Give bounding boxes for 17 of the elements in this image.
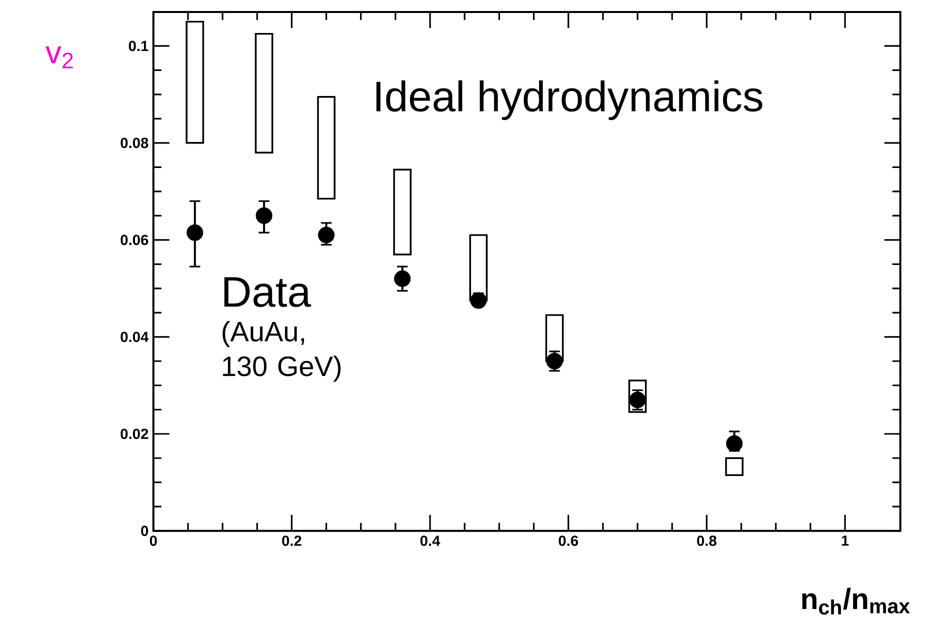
y-axis-title: v$_{2}$ (46, 46, 73, 68)
legend-label: Data (224, 277, 312, 307)
x-tick-label: 0.8 (697, 535, 716, 546)
annotation: (AuAu, 130 GeV) (222, 320, 341, 382)
x-tick-label: 1 (842, 535, 849, 546)
y-tick-label: 0.02 (120, 428, 148, 439)
y-tick-label: 0 (141, 526, 148, 536)
y-tick-label: 0.08 (120, 138, 148, 148)
y-tick-label: 0.06 (120, 234, 148, 245)
text: n$_{ch}$/n$_{max}$ (802, 588, 910, 615)
x-tick-label: 0.2 (282, 535, 302, 546)
x-tick-label: 0 (150, 535, 157, 546)
y-tick-label: 0.1 (128, 40, 148, 52)
x-tick-label: 0.6 (558, 535, 578, 546)
series-label: Ideal hydrodynamics (376, 80, 762, 120)
y-tick-label: 0.04 (120, 332, 149, 342)
x-tick-label: 0.4 (420, 535, 440, 546)
